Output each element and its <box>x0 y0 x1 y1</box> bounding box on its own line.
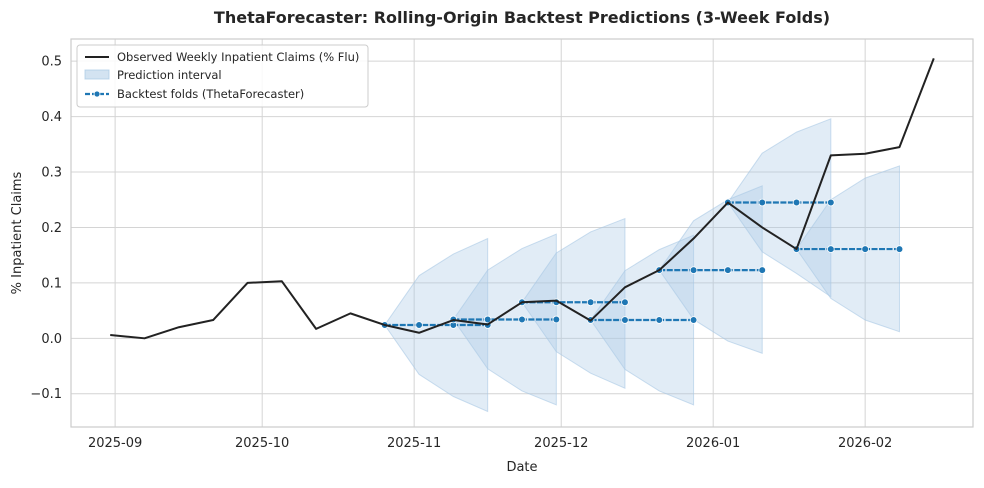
x-tick-label: 2025-12 <box>534 436 588 451</box>
axis-ticks: −0.1 0.0 0.1 0.2 0.3 0.4 0.5 2025-09 2025-10 2025… <box>30 55 892 451</box>
x-tick-label: 2025-09 <box>88 436 142 451</box>
fold-forecast-point <box>792 198 801 207</box>
x-axis-label: Date <box>506 460 537 475</box>
legend-interval-label: Prediction interval <box>117 68 222 82</box>
prediction-interval-band <box>727 118 832 298</box>
fold-forecast-point <box>758 198 767 207</box>
fold-forecast-point <box>655 316 664 324</box>
x-tick-label: 2026-01 <box>686 436 740 451</box>
y-tick-label: 0.0 <box>41 332 62 347</box>
fold-forecast-point <box>483 315 492 324</box>
fold-forecast-point <box>552 315 561 324</box>
legend-folds-marker <box>93 90 101 98</box>
fold-forecast-point <box>724 266 732 274</box>
fold-forecast-point <box>621 316 629 324</box>
observed-series <box>110 58 935 340</box>
fold-forecast-point <box>415 321 423 329</box>
fold-forecast-point <box>861 245 869 253</box>
fold-forecast-point <box>586 298 595 307</box>
fold-forecast-point <box>758 266 767 274</box>
y-tick-label: 0.3 <box>41 166 62 181</box>
x-tick-label: 2025-11 <box>387 436 441 451</box>
y-tick-label: 0.2 <box>41 221 62 236</box>
fold-forecast-point <box>518 315 526 324</box>
y-tick-label: 0.4 <box>41 110 62 125</box>
observed-line <box>110 58 935 340</box>
fold-forecast-point <box>621 298 629 307</box>
fold-forecast-point <box>827 198 835 207</box>
plot-frame <box>70 38 974 428</box>
fold-forecast-point <box>689 266 698 274</box>
fold-forecast-point <box>689 316 698 324</box>
legend-interval-swatch <box>84 69 110 80</box>
chart-title: ThetaForecaster: Rolling-Origin Backtest… <box>214 8 830 27</box>
legend: Observed Weekly Inpatient Claims (% Flu)… <box>76 44 369 108</box>
y-axis-label: % Inpatient Claims <box>10 171 25 294</box>
prediction-intervals <box>384 118 900 413</box>
fold-forecast-point <box>895 245 904 253</box>
legend-folds-label: Backtest folds (ThetaForecaster) <box>117 87 304 101</box>
fold-forecast-point <box>827 245 835 253</box>
x-tick-label: 2025-10 <box>235 436 289 451</box>
grid <box>71 39 973 427</box>
y-tick-label: −0.1 <box>30 387 62 402</box>
legend-observed-label: Observed Weekly Inpatient Claims (% Flu) <box>117 50 359 64</box>
y-tick-label: 0.5 <box>41 55 62 70</box>
y-tick-label: 0.1 <box>41 276 62 291</box>
legend-box <box>76 44 369 108</box>
x-tick-label: 2026-02 <box>838 436 892 451</box>
